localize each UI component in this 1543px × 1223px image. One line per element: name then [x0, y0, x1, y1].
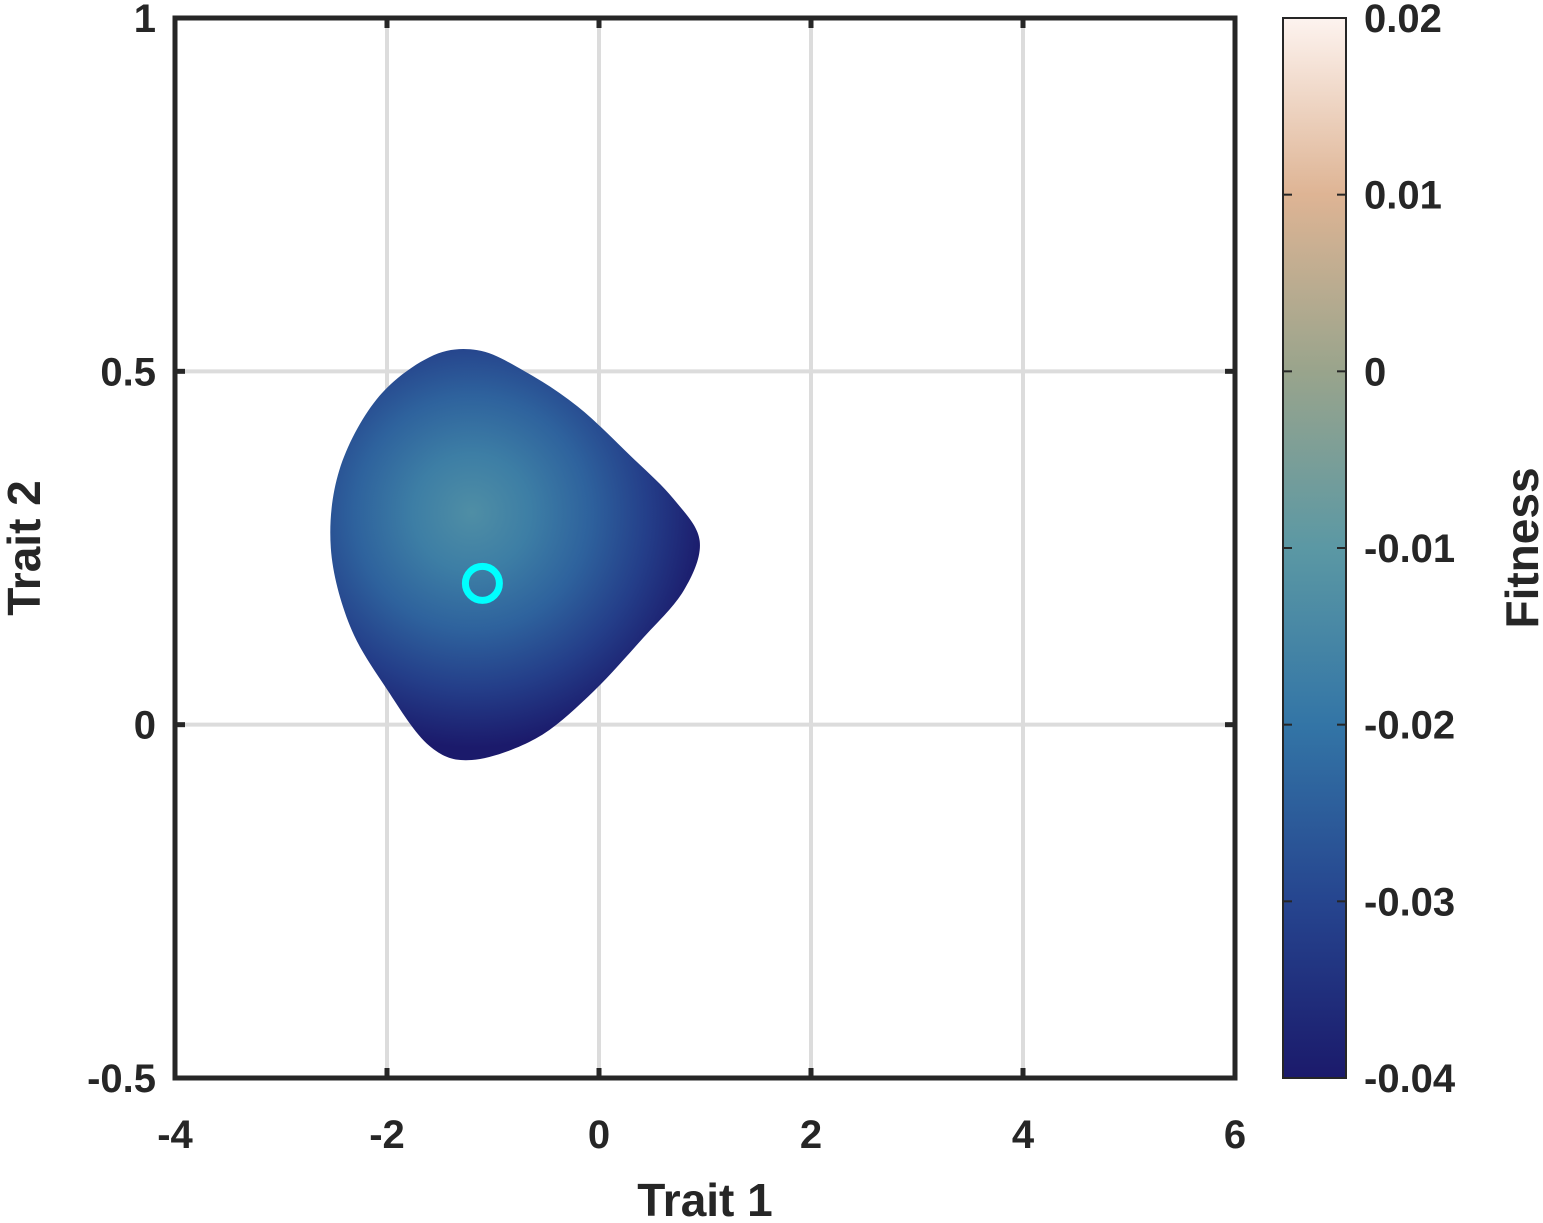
y-tick-label-0: -0.5 — [87, 1057, 156, 1101]
colorbar-tick-label-1: -0.03 — [1364, 880, 1455, 924]
colorbar — [1282, 17, 1347, 1079]
marker-circle — [461, 562, 503, 604]
colorbar-tick-label-4: 0 — [1364, 350, 1386, 394]
x-tick-label-0: -4 — [157, 1113, 193, 1157]
y-tick-label-3: 1 — [134, 0, 156, 41]
y-tick-label-2: 0.5 — [100, 350, 156, 394]
x-tick-label-5: 6 — [1224, 1113, 1246, 1157]
colorbar-tick-label-2: -0.02 — [1364, 704, 1455, 748]
fitness-region-shape — [330, 349, 700, 761]
x-tick-label-3: 2 — [800, 1113, 822, 1157]
axes-frame — [172, 15, 1238, 1081]
axis-ticks — [172, 15, 1238, 1081]
x-axis-title: Trait 1 — [637, 1174, 773, 1223]
colorbar-tick-labels: -0.04 -0.03 -0.02 -0.01 0 0.01 0.02 — [1364, 0, 1456, 1101]
fitness-region — [330, 349, 700, 761]
x-tick-label-1: -2 — [369, 1113, 405, 1157]
grid-lines — [175, 18, 1235, 1078]
colorbar-tick-label-5: 0.01 — [1364, 174, 1442, 218]
x-tick-labels: -4 -2 0 2 4 6 — [157, 1113, 1246, 1157]
y-axis-title: Trait 2 — [0, 480, 50, 616]
colorbar-ticks — [1283, 17, 1346, 1079]
colorbar-title: Fitness — [1496, 467, 1543, 628]
y-tick-labels: -0.5 0 0.5 1 — [87, 0, 156, 1101]
colorbar-tick-label-3: -0.01 — [1364, 527, 1455, 571]
y-tick-label-1: 0 — [134, 704, 156, 748]
colorbar-tick-label-0: -0.04 — [1364, 1057, 1456, 1101]
x-tick-label-2: 0 — [588, 1113, 610, 1157]
colorbar-tick-label-6: 0.02 — [1364, 0, 1442, 41]
marker-layer — [461, 562, 503, 604]
x-tick-label-4: 4 — [1012, 1113, 1035, 1157]
